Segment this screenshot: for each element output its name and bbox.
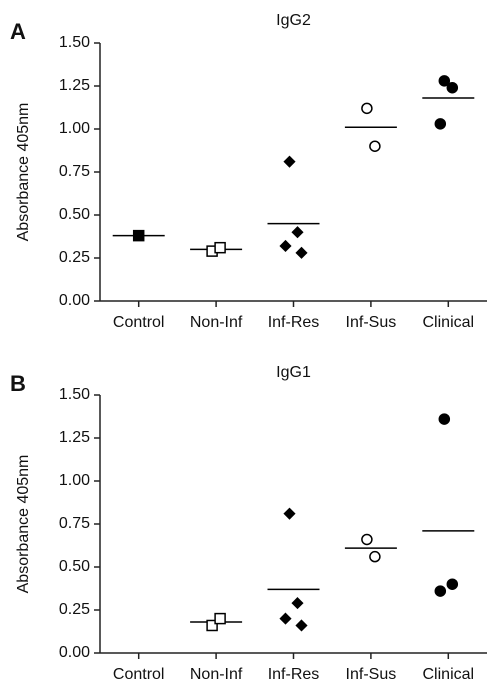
y-tick-label: 0.00 — [59, 292, 90, 309]
x-tick-label: Inf-Res — [268, 666, 320, 683]
point — [291, 226, 304, 239]
point — [434, 118, 447, 130]
y-tick-label: 0.50 — [59, 206, 90, 223]
point — [369, 550, 381, 563]
panel-label: A — [10, 19, 26, 44]
point — [214, 241, 226, 254]
y-tick-label: 0.25 — [59, 249, 90, 266]
point — [291, 597, 304, 610]
point — [361, 533, 373, 546]
point — [361, 102, 373, 115]
chart-title: IgG1 — [276, 364, 311, 381]
point — [438, 413, 451, 425]
point — [446, 578, 459, 590]
y-tick-label: 0.75 — [59, 163, 90, 180]
point — [438, 75, 451, 87]
x-tick-label: Non-Inf — [190, 314, 243, 331]
point — [446, 81, 459, 94]
point — [279, 239, 292, 253]
y-tick-label: 1.00 — [59, 472, 90, 489]
x-tick-label: Control — [113, 666, 165, 683]
x-tick-label: Control — [113, 314, 165, 331]
point — [283, 507, 296, 520]
y-tick-label: 0.50 — [59, 558, 90, 575]
x-tick-label: Non-Inf — [190, 666, 243, 683]
point — [434, 585, 447, 597]
point — [214, 612, 226, 625]
y-tick-label: 1.00 — [59, 120, 90, 137]
y-tick-label: 0.75 — [59, 515, 90, 532]
point — [206, 619, 218, 632]
y-tick-label: 1.25 — [59, 77, 90, 94]
point — [369, 140, 381, 152]
x-tick-label: Inf-Sus — [346, 666, 397, 683]
point — [132, 229, 145, 242]
y-tick-label: 1.25 — [59, 429, 90, 446]
point — [279, 612, 292, 625]
x-tick-label: Clinical — [423, 666, 475, 683]
x-tick-label: Inf-Sus — [346, 314, 397, 331]
y-tick-label: 1.50 — [59, 386, 90, 403]
panel-label: B — [10, 371, 26, 396]
y-axis-label: Absorbance 405nm — [15, 103, 32, 242]
point — [283, 155, 296, 168]
y-tick-label: 0.00 — [59, 644, 90, 661]
point — [295, 246, 308, 259]
point — [295, 619, 308, 632]
y-tick-label: 0.25 — [59, 601, 90, 618]
y-tick-label: 1.50 — [59, 34, 90, 51]
chart-title: IgG2 — [276, 12, 311, 29]
y-axis-label: Absorbance 405nm — [15, 455, 32, 594]
x-tick-label: Clinical — [423, 314, 475, 331]
x-tick-label: Inf-Res — [268, 314, 320, 331]
